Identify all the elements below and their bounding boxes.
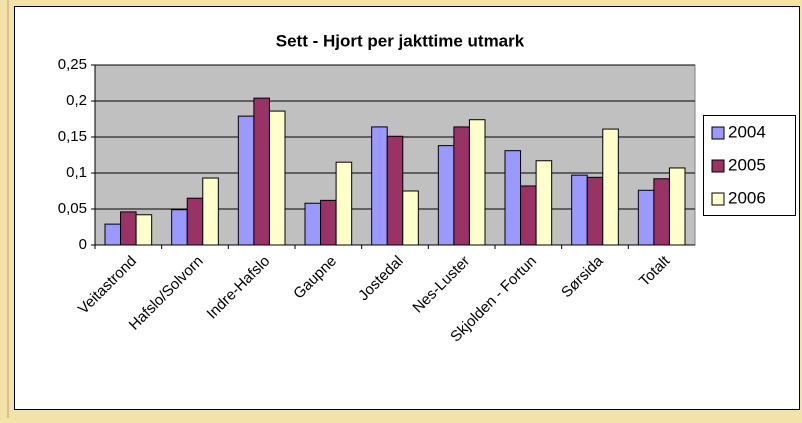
bar [371,126,388,246]
y-tick-label: 0 [79,236,87,253]
y-tick-label: 0,2 [66,92,87,109]
y-tick-label: 0,25 [58,56,87,73]
legend-label: 2006 [728,188,766,207]
bar [535,160,553,246]
legend-swatch [711,159,725,173]
bar [120,211,137,246]
bar [437,145,455,246]
bar [135,214,153,246]
bar [268,110,286,246]
bar [386,135,404,246]
bar [468,119,486,246]
bar [653,178,670,246]
bar [171,209,188,246]
bar [186,197,204,246]
bar [237,115,255,246]
bar [571,174,588,246]
legend-label: 2004 [728,122,766,141]
legend-swatch [711,126,725,140]
bar [637,189,655,246]
bar [602,128,619,246]
bar [104,223,122,246]
bar [335,161,353,246]
bar [202,177,219,246]
bar [586,176,604,246]
y-tick-label: 0,15 [58,128,87,145]
bar [253,97,270,246]
bar [668,167,686,246]
bar [402,190,419,246]
legend-label: 2005 [728,155,766,174]
y-tick-label: 0,1 [66,164,87,181]
legend-swatch [711,192,725,206]
bar [504,150,522,246]
bar [453,126,470,246]
bar [320,199,337,246]
y-tick-label: 0,05 [58,200,87,217]
chart-title: Sett - Hjort per jakttime utmark [276,31,525,50]
bar [304,202,322,246]
bar [520,185,537,246]
